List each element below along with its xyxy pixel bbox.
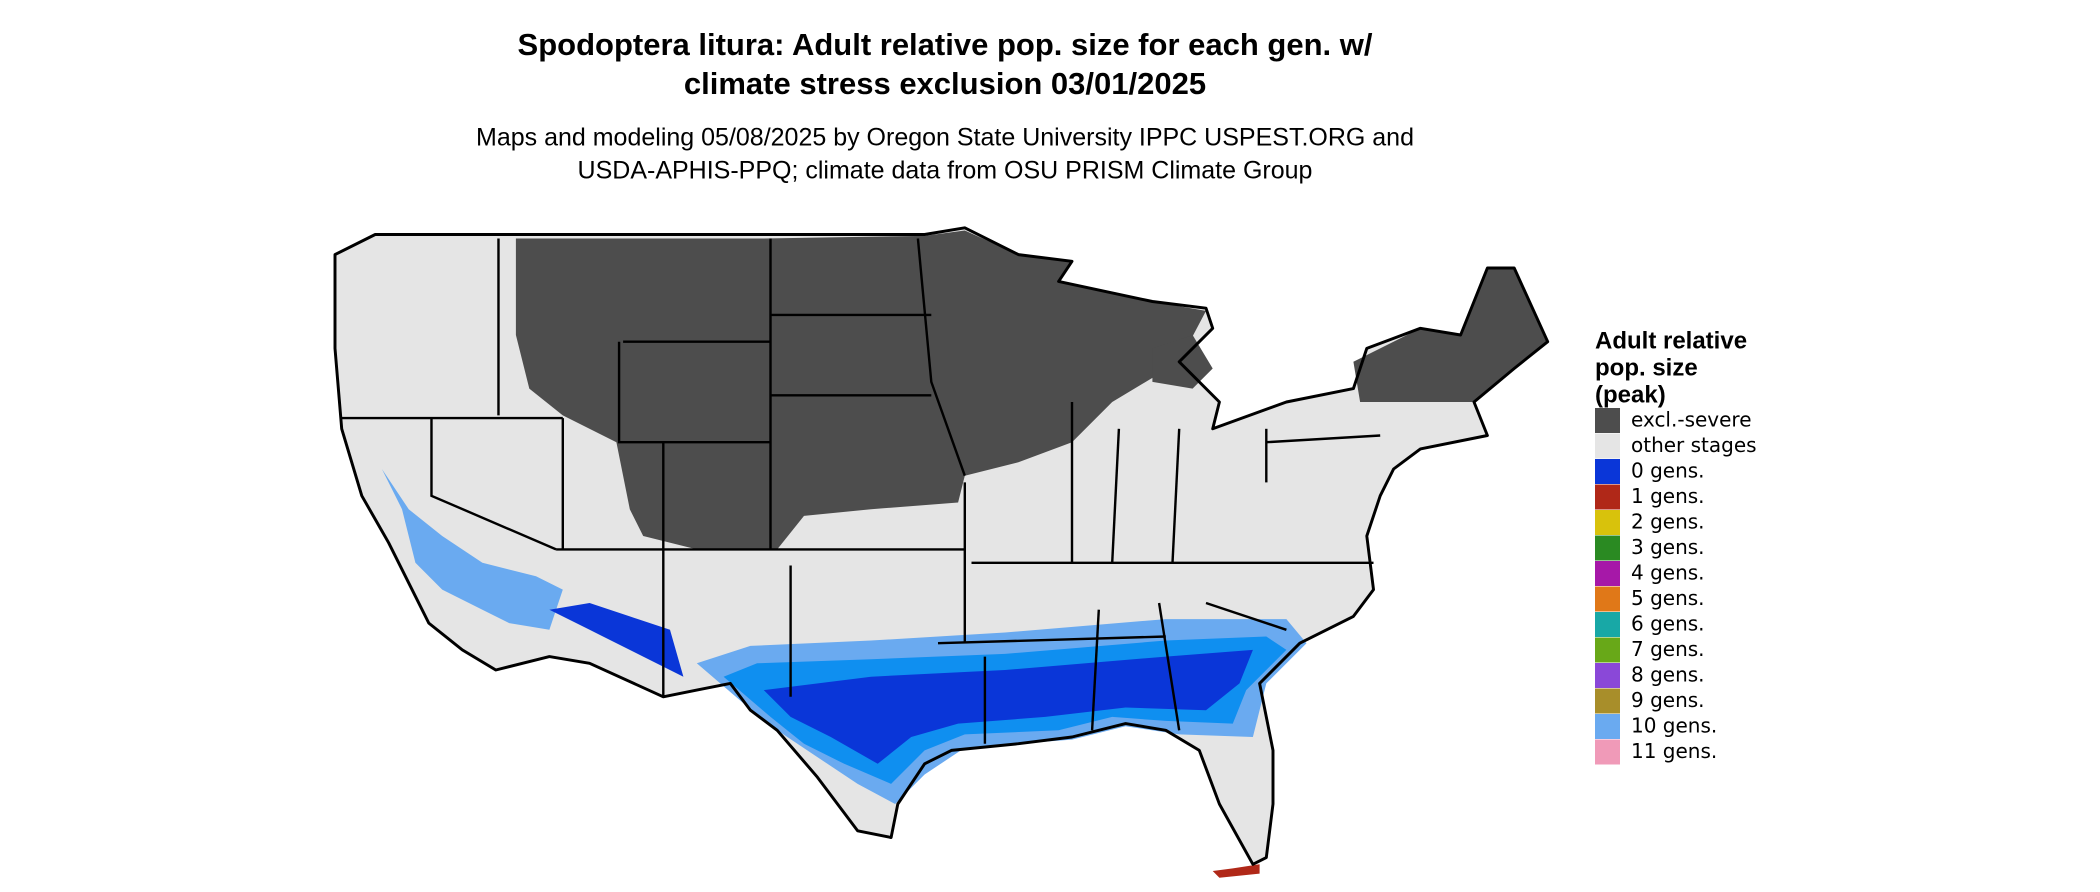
excluded-region (1152, 335, 1213, 389)
state-border (1171, 428, 1181, 563)
legend-label: excl.-severe (1631, 408, 1752, 432)
subtitle: USDA-APHIS-PPQ; climate data from OSU PR… (578, 157, 1313, 185)
state-border (1090, 609, 1101, 731)
legend-swatch (1595, 586, 1620, 612)
legend-swatch (1595, 433, 1620, 459)
legend-label: 10 gens. (1631, 714, 1717, 738)
legend-label: 0 gens. (1631, 459, 1705, 483)
state-border (1110, 428, 1121, 563)
subtitle: Maps and modeling 05/08/2025 by Oregon S… (476, 124, 1414, 152)
title: climate stress exclusion 03/01/2025 (684, 66, 1206, 101)
legend-swatch (1595, 612, 1620, 637)
legend: Adult relative pop. size (peak) excl.-se… (1595, 327, 1757, 765)
title: Spodoptera litura: Adult relative pop. s… (518, 27, 1373, 62)
legend-swatch (1595, 739, 1620, 765)
state-border (1205, 601, 1287, 631)
land-outline (333, 226, 1550, 866)
legend-label: 7 gens. (1631, 637, 1705, 661)
gens-region (549, 603, 684, 677)
legend-label: 11 gens. (1631, 739, 1717, 763)
legend-swatch (1595, 637, 1620, 663)
legend-title: pop. size (1595, 354, 1698, 381)
state-border (916, 238, 966, 477)
gens-region (763, 649, 1253, 764)
legend-label: 2 gens. (1631, 510, 1705, 534)
legend-swatch (1595, 459, 1620, 484)
state-border (937, 635, 1166, 645)
legend-swatch (1595, 484, 1620, 510)
legend-swatch (1595, 663, 1620, 688)
legend-swatch (1595, 408, 1620, 433)
legend-label: 8 gens. (1631, 663, 1705, 687)
state-border (617, 341, 771, 444)
legend-swatch (1595, 561, 1620, 586)
legend-label: 1 gens. (1631, 484, 1705, 508)
legend-label: other stages (1631, 433, 1757, 457)
legend-label: 9 gens. (1631, 688, 1705, 712)
state-border (1266, 434, 1381, 444)
legend-label: 5 gens. (1631, 586, 1705, 610)
legend-label: 6 gens. (1631, 612, 1705, 636)
excluded-region (515, 230, 1206, 550)
legend-title: Adult relative (1595, 327, 1747, 354)
us-map (333, 226, 1550, 878)
gens-region (381, 469, 563, 630)
legend-swatch (1595, 688, 1620, 714)
state-border (1157, 602, 1181, 731)
legend-label: 3 gens. (1631, 535, 1705, 559)
gens-region (1212, 864, 1260, 878)
state-border (430, 418, 557, 551)
legend-label: 4 gens. (1631, 561, 1705, 585)
legend-swatch (1595, 510, 1620, 535)
legend-swatch (1595, 714, 1620, 739)
legend-title: (peak) (1595, 381, 1666, 408)
excluded-region (1353, 268, 1548, 402)
legend-swatch (1595, 535, 1620, 561)
